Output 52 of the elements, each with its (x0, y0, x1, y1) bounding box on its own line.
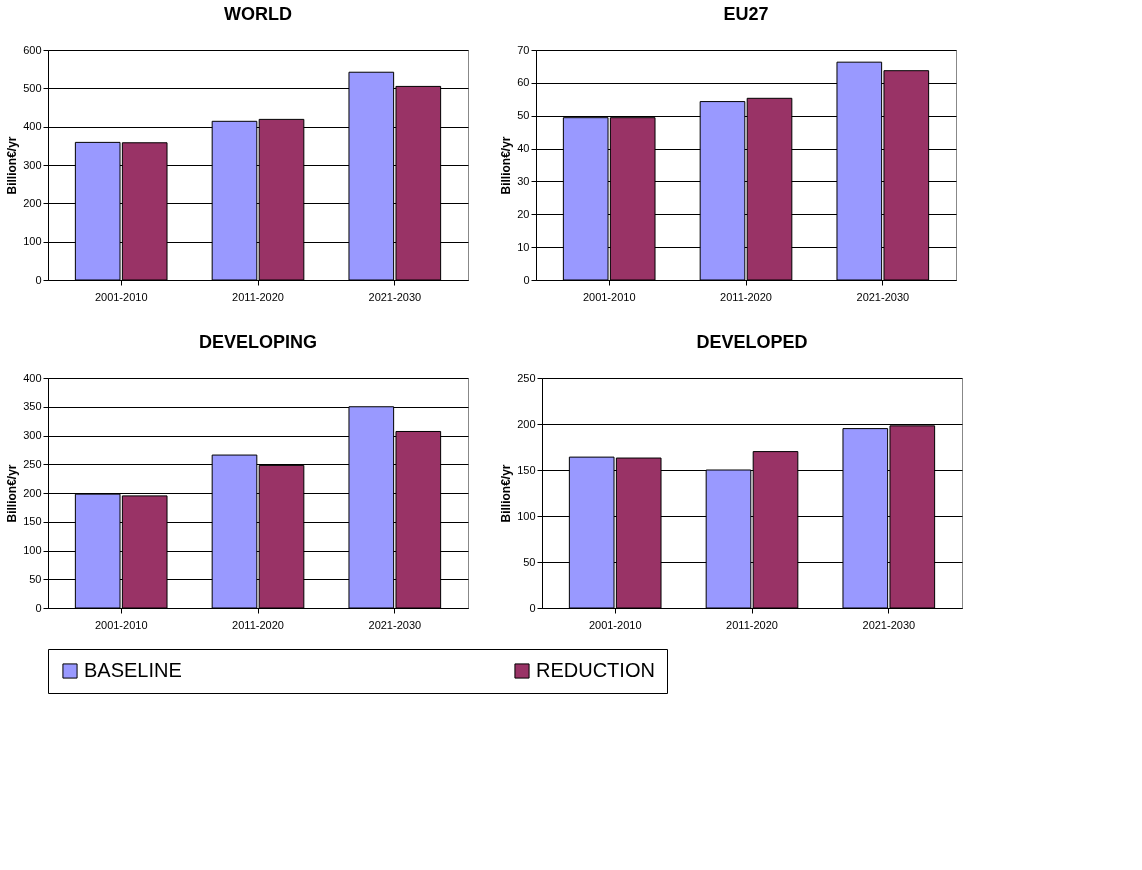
x-tick-label: 2011-2020 (726, 618, 778, 631)
y-tick-label: 250 (23, 457, 42, 470)
y-tick-label: 70 (517, 43, 530, 56)
y-tick-label: 0 (35, 601, 42, 614)
x-tick-label: 2001-2010 (582, 290, 636, 303)
y-axis-title: Billion€/yr (499, 136, 514, 195)
y-tick-label: 300 (23, 429, 42, 441)
y-axis-title: Billion€/yr (5, 464, 20, 523)
y-tick-label: 350 (23, 400, 42, 413)
y-tick-label: 100 (23, 235, 42, 248)
y-tick-label: 500 (23, 81, 42, 94)
y-tick-label: 100 (23, 544, 42, 556)
chart-title: EU27 (723, 4, 769, 24)
chart-title: DEVELOPED (696, 332, 808, 352)
y-tick-label: 200 (23, 486, 42, 499)
y-axis-title: Billion€/yr (499, 464, 514, 523)
chart-title: WORLD (224, 4, 292, 24)
x-tick-label: 2011-2020 (720, 290, 772, 303)
y-tick-label: 50 (29, 572, 42, 585)
y-tick-label: 150 (23, 515, 42, 528)
y-tick-label: 20 (517, 207, 530, 220)
y-tick-label: 200 (517, 417, 536, 430)
y-tick-label: 150 (517, 463, 536, 476)
x-tick-label: 2021-2030 (862, 618, 916, 631)
y-tick-label: 600 (23, 43, 42, 56)
y-tick-label: 250 (517, 371, 536, 384)
chart-title: DEVELOPING (198, 332, 318, 352)
y-tick-label: 0 (523, 273, 530, 286)
x-tick-label: 2011-2020 (232, 618, 284, 631)
legend-label: REDUCTION (536, 659, 655, 681)
x-tick-label: 2021-2030 (856, 290, 910, 303)
y-tick-label: 60 (517, 76, 530, 89)
x-tick-label: 2001-2010 (94, 618, 148, 631)
y-tick-label: 200 (23, 196, 42, 209)
y-axis-title: Billion€/yr (5, 136, 20, 195)
y-tick-label: 50 (523, 555, 536, 568)
legend-label: BASELINE (84, 659, 182, 681)
y-tick-label: 400 (23, 120, 42, 133)
x-tick-label: 2001-2010 (588, 618, 642, 631)
y-tick-label: 0 (35, 273, 42, 286)
x-tick-label: 2001-2010 (94, 290, 148, 303)
y-tick-label: 400 (23, 371, 42, 384)
y-tick-label: 0 (529, 601, 536, 614)
y-tick-label: 100 (517, 509, 536, 522)
x-tick-label: 2021-2030 (368, 618, 422, 631)
x-tick-label: 2011-2020 (232, 290, 284, 303)
y-tick-label: 10 (517, 240, 530, 253)
x-tick-label: 2021-2030 (368, 290, 422, 303)
y-tick-label: 30 (517, 174, 530, 187)
y-tick-label: 50 (517, 109, 530, 122)
y-tick-label: 40 (517, 142, 530, 155)
y-tick-label: 300 (23, 158, 42, 171)
